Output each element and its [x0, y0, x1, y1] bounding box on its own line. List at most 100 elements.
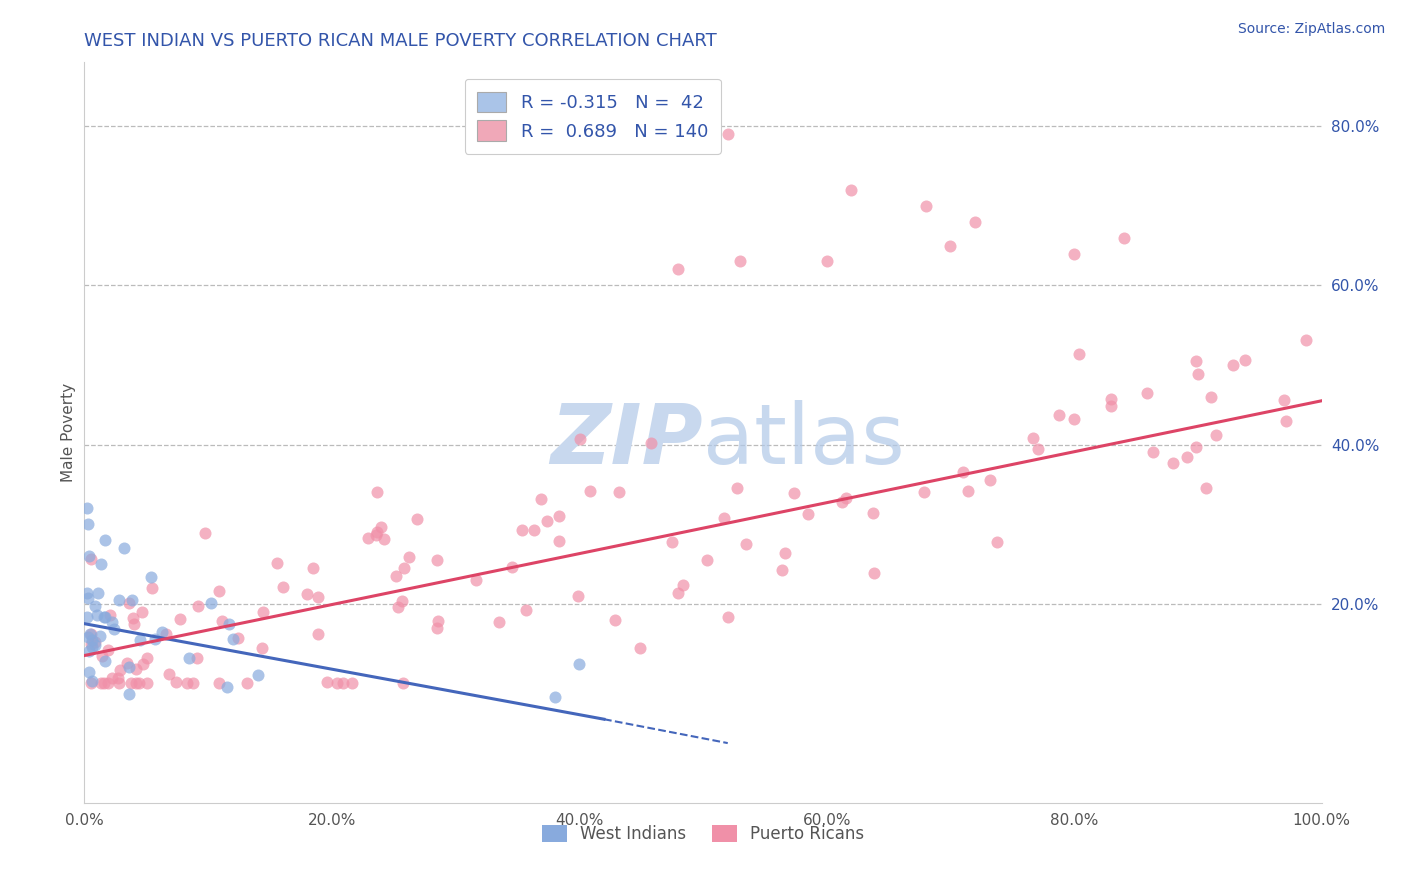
Point: [863, 566, 886, 581]
Point: [952, 466, 974, 480]
Point: [307, 590, 329, 604]
Point: [125, 662, 148, 676]
Point: [79, 676, 101, 690]
Point: [115, 656, 138, 670]
Point: [603, 613, 626, 627]
Point: [501, 559, 523, 574]
Point: [366, 484, 388, 499]
Point: [94, 610, 117, 624]
Point: [1205, 428, 1227, 442]
Text: Source: ZipAtlas.com: Source: ZipAtlas.com: [1237, 22, 1385, 37]
Point: [302, 560, 325, 574]
Point: [93, 609, 115, 624]
Y-axis label: Male Poverty: Male Poverty: [60, 383, 76, 483]
Point: [1112, 230, 1135, 244]
Point: [77, 665, 100, 679]
Point: [356, 532, 378, 546]
Point: [179, 650, 201, 665]
Point: [568, 432, 591, 446]
Point: [90, 557, 112, 571]
Point: [725, 481, 748, 495]
Point: [373, 533, 395, 547]
Point: [342, 676, 364, 690]
Point: [547, 508, 569, 523]
Point: [770, 563, 793, 577]
Point: [717, 609, 740, 624]
Point: [107, 671, 129, 685]
Point: [101, 672, 124, 686]
Point: [841, 183, 863, 197]
Point: [510, 523, 533, 537]
Point: [132, 657, 155, 671]
Point: [271, 581, 294, 595]
Point: [86, 607, 108, 622]
Point: [1185, 354, 1208, 368]
Point: [90, 676, 112, 690]
Point: [87, 586, 110, 600]
Point: [222, 632, 245, 646]
Point: [1142, 445, 1164, 459]
Point: [1067, 347, 1090, 361]
Point: [97, 676, 120, 690]
Point: [666, 586, 689, 600]
Point: [530, 492, 553, 507]
Point: [398, 550, 420, 565]
Point: [89, 629, 111, 643]
Point: [914, 199, 936, 213]
Point: [384, 569, 406, 583]
Text: ZIP: ZIP: [550, 400, 703, 481]
Point: [713, 511, 735, 525]
Point: [266, 556, 288, 570]
Point: [628, 640, 651, 655]
Point: [567, 589, 589, 603]
Point: [672, 577, 695, 591]
Point: [1047, 408, 1070, 422]
Point: [1175, 450, 1198, 465]
Point: [426, 621, 449, 635]
Point: [366, 524, 388, 539]
Point: [797, 507, 820, 521]
Point: [979, 473, 1001, 487]
Point: [607, 485, 630, 500]
Point: [717, 127, 740, 141]
Point: [1274, 414, 1296, 428]
Point: [387, 599, 409, 614]
Text: WEST INDIAN VS PUERTO RICAN MALE POVERTY CORRELATION CHART: WEST INDIAN VS PUERTO RICAN MALE POVERTY…: [84, 32, 717, 50]
Point: [194, 526, 217, 541]
Point: [93, 676, 115, 690]
Point: [136, 650, 159, 665]
Point: [568, 657, 591, 671]
Point: [157, 667, 180, 681]
Legend: West Indians, Puerto Ricans: West Indians, Puerto Ricans: [536, 819, 870, 850]
Point: [107, 593, 129, 607]
Point: [295, 587, 318, 601]
Point: [118, 660, 141, 674]
Point: [121, 593, 143, 607]
Point: [211, 614, 233, 628]
Point: [405, 512, 427, 526]
Point: [392, 561, 415, 575]
Point: [145, 632, 167, 646]
Point: [1063, 411, 1085, 425]
Point: [97, 642, 120, 657]
Point: [1187, 367, 1209, 381]
Point: [427, 615, 450, 629]
Point: [80, 674, 103, 689]
Point: [84, 634, 107, 648]
Point: [515, 603, 537, 617]
Point: [326, 676, 349, 690]
Point: [103, 623, 125, 637]
Point: [155, 626, 177, 640]
Point: [831, 495, 853, 509]
Point: [1063, 246, 1085, 260]
Point: [93, 654, 115, 668]
Point: [208, 583, 231, 598]
Point: [124, 617, 146, 632]
Point: [783, 485, 806, 500]
Point: [165, 675, 187, 690]
Point: [129, 632, 152, 647]
Point: [939, 238, 962, 252]
Point: [131, 605, 153, 619]
Point: [217, 681, 239, 695]
Point: [956, 484, 979, 499]
